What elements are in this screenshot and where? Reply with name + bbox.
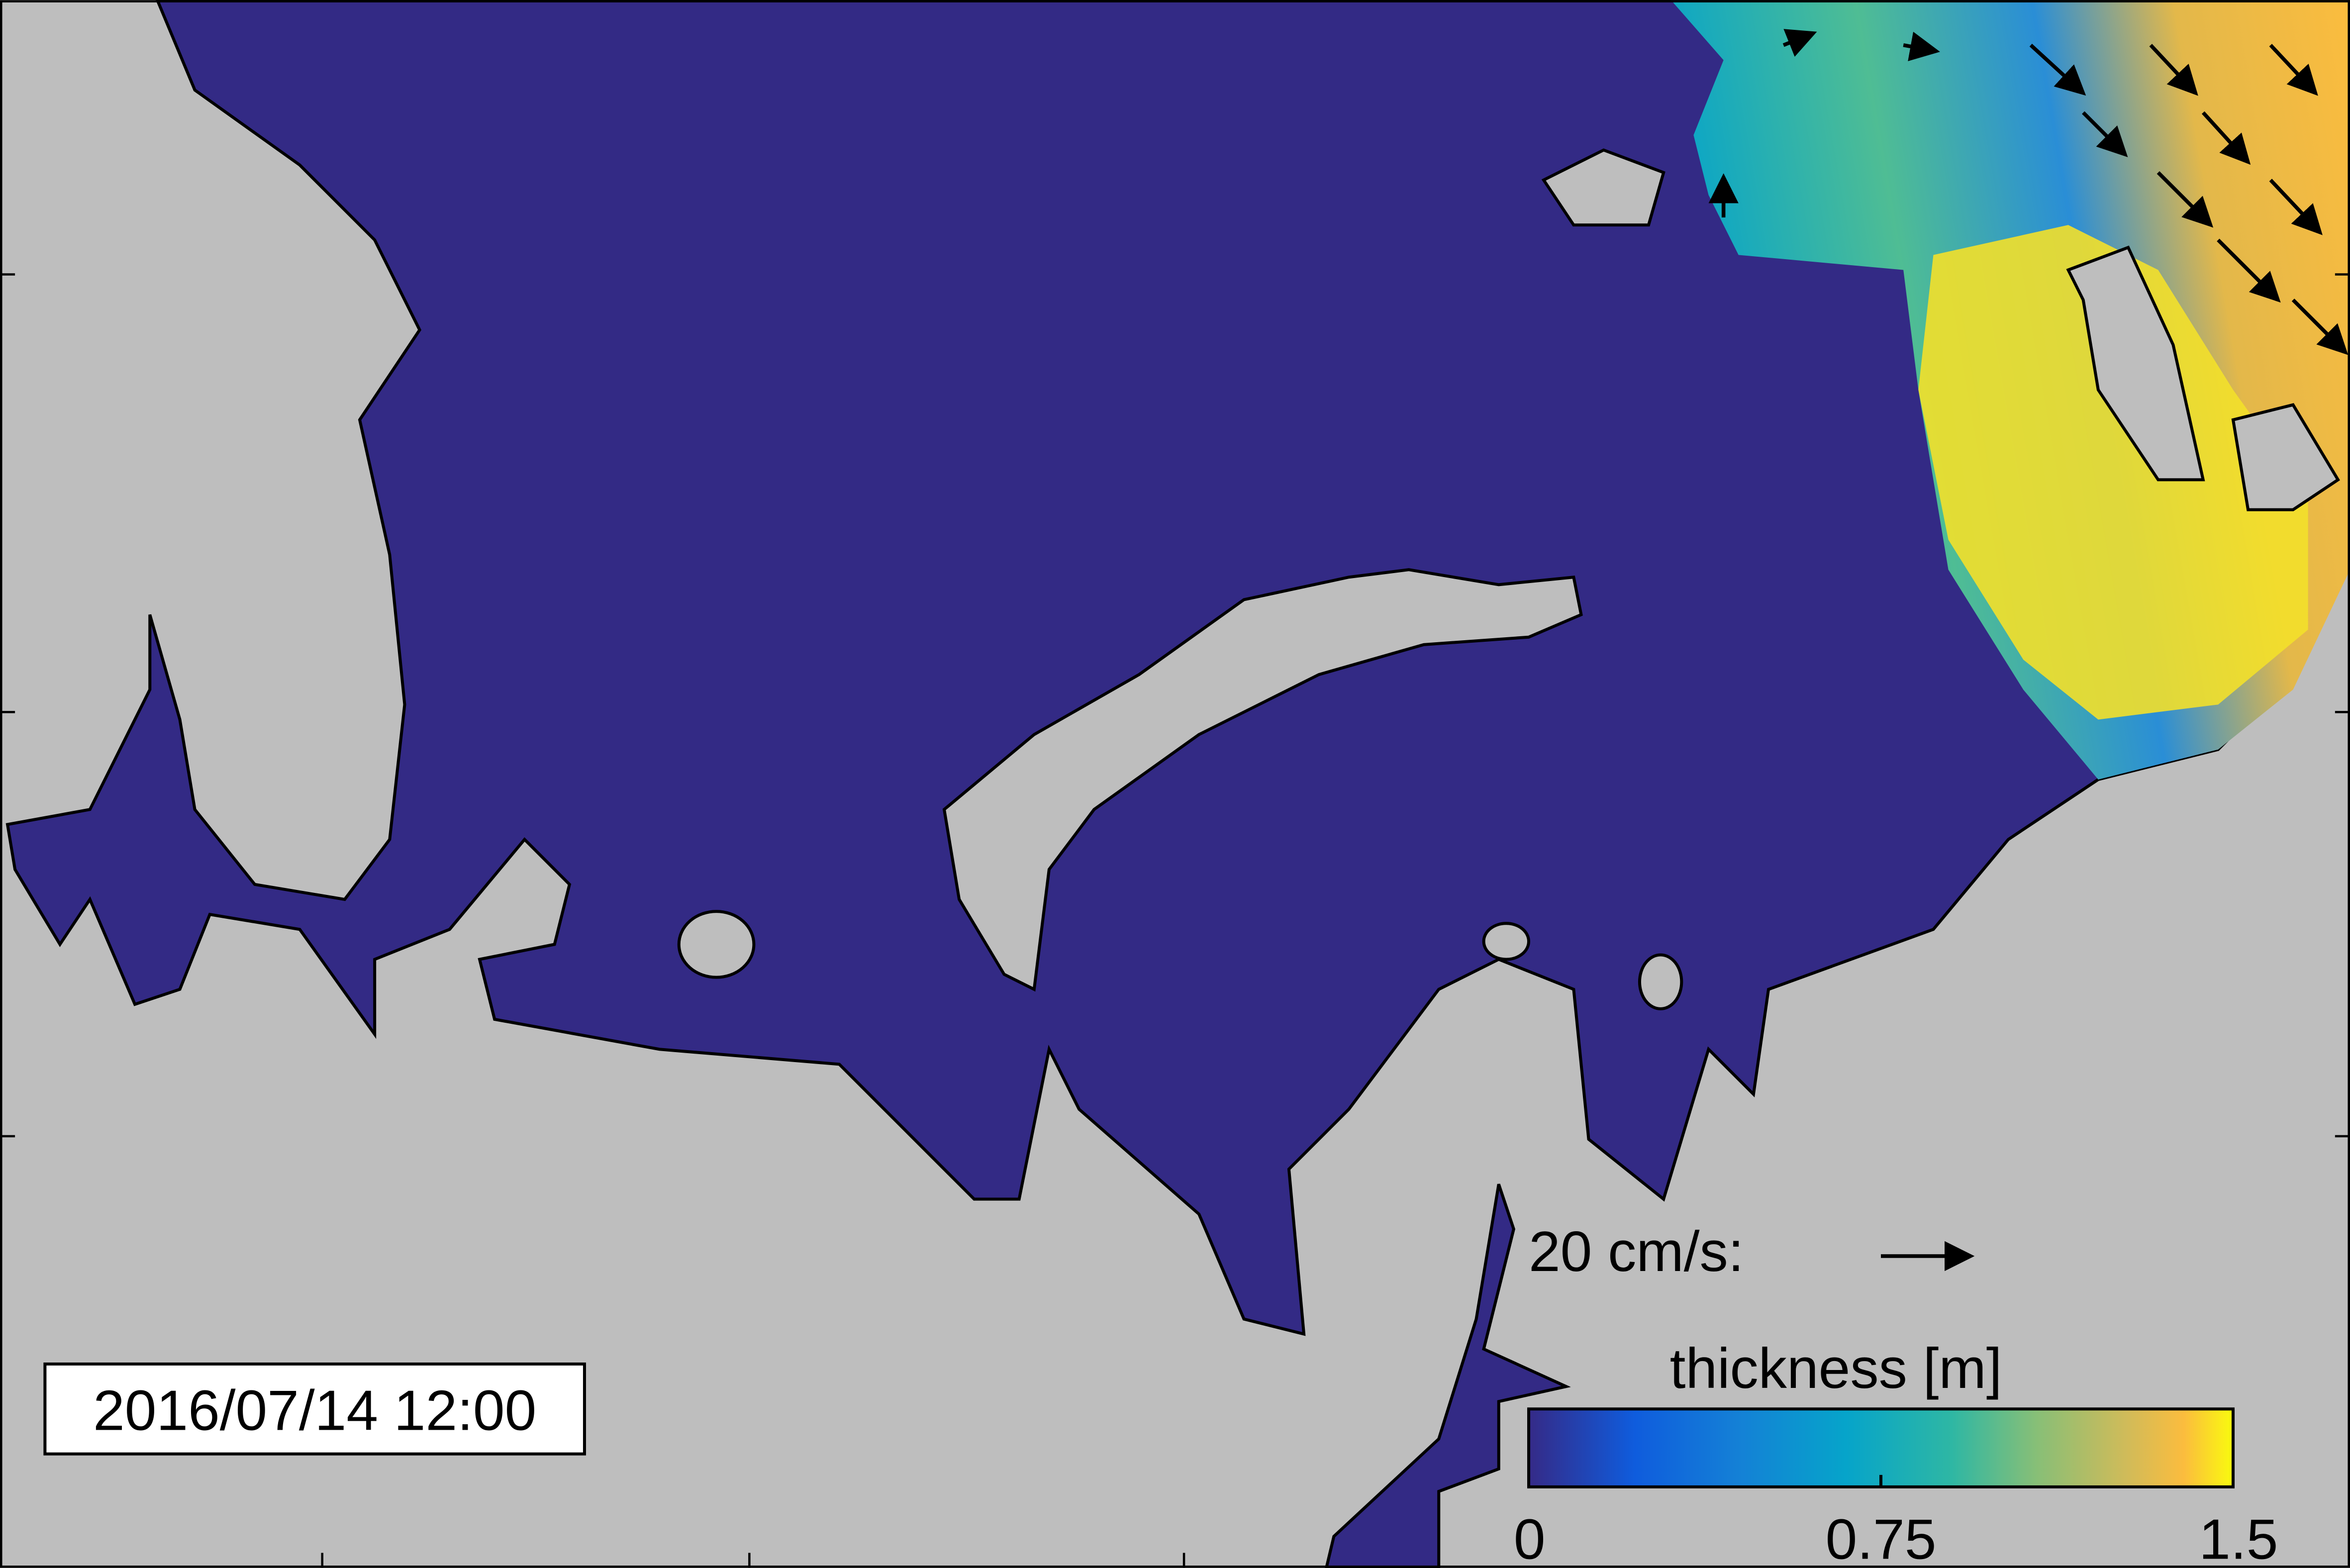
island (2231, 403, 2340, 511)
island (2066, 245, 2205, 482)
colorbar-tick-label: 0 (1514, 1508, 1546, 1568)
island (1638, 953, 1683, 1010)
island (677, 910, 756, 979)
timestamp-box (43, 1362, 586, 1456)
colorbar-tick-label: 0.75 (1826, 1508, 1937, 1568)
velocity-scale-label: 20 cm/s: (1529, 1220, 1744, 1283)
timestamp: 2016/07/14 12:00 (93, 1378, 536, 1442)
island (942, 568, 1583, 992)
thick-ice (1918, 225, 2308, 720)
island (1482, 922, 1531, 961)
colorbar-label: thickness [m] (1670, 1337, 2002, 1400)
island (1541, 148, 1665, 227)
velocity-arrows (1708, 29, 2349, 355)
colorbar (1527, 1407, 2235, 1488)
colorbar-ticks: 0 0.75 1.5 (1514, 1474, 2278, 1568)
strait (1325, 1183, 1571, 1568)
frame-ticks (0, 273, 2350, 1568)
colorbar-tick-label: 1.5 (2199, 1508, 2278, 1568)
